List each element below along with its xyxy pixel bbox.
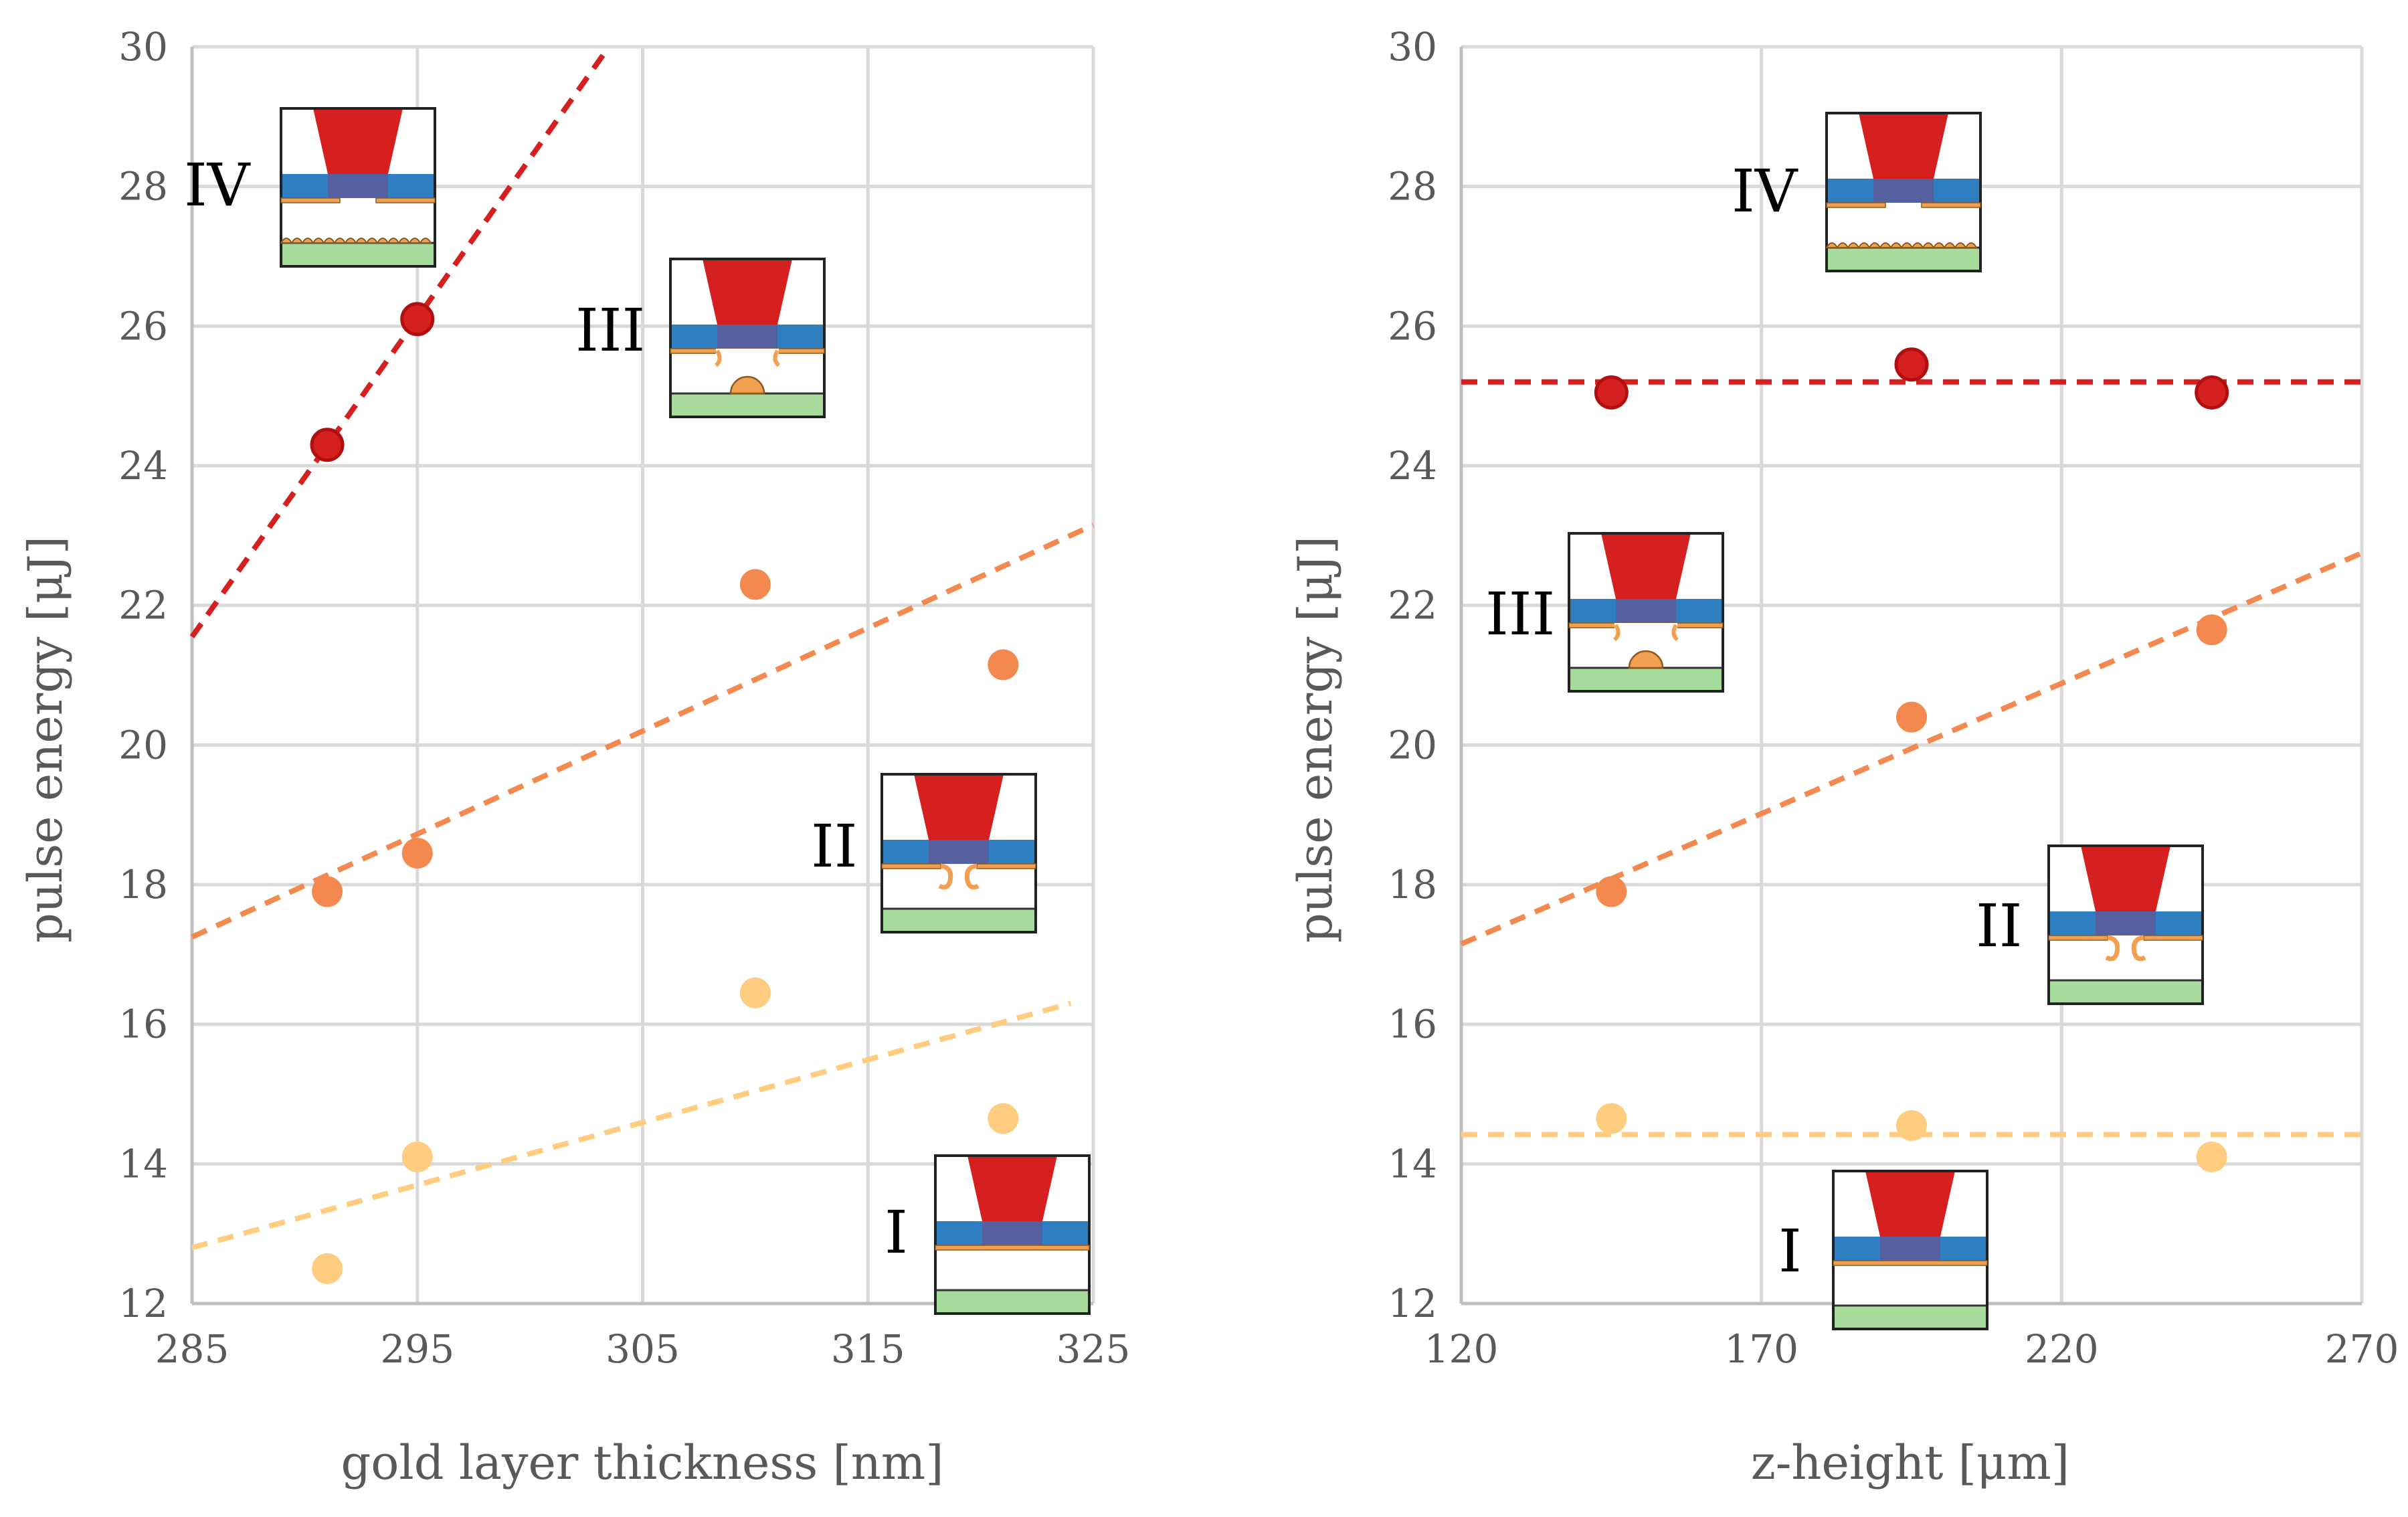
right-x-tick-label: 220 bbox=[2025, 1326, 2099, 1372]
left-y-tick-label: 16 bbox=[118, 1002, 168, 1047]
left-y-axis-title: pulse energy [μJ] bbox=[18, 536, 73, 943]
right-point-I bbox=[1896, 1109, 1927, 1141]
left-point-II-III bbox=[401, 838, 433, 869]
right-point-II-III bbox=[1596, 876, 1627, 907]
left-point-II-III bbox=[312, 876, 343, 907]
left-label-I: I bbox=[885, 1198, 908, 1267]
left-label-II: II bbox=[811, 812, 858, 881]
left-point-I bbox=[312, 1253, 343, 1284]
left-point-I bbox=[739, 977, 771, 1008]
right-x-tick-label: 170 bbox=[1724, 1326, 1798, 1372]
left-x-tick-label: 315 bbox=[831, 1326, 905, 1372]
right-label-II: II bbox=[1976, 891, 2023, 960]
left-x-tick-label: 305 bbox=[606, 1326, 680, 1372]
right-y-tick-label: 28 bbox=[1388, 164, 1437, 209]
left-y-tick-label: 14 bbox=[118, 1141, 168, 1186]
left-y-tick-label: 28 bbox=[118, 164, 168, 209]
right-y-tick-label: 22 bbox=[1388, 583, 1437, 628]
right-y-tick-label: 14 bbox=[1388, 1141, 1437, 1186]
left-trendline-I bbox=[191, 1000, 1072, 1251]
left-x-tick-label: 285 bbox=[155, 1326, 229, 1372]
left-x-axis-title: gold layer thickness [nm] bbox=[341, 1435, 943, 1490]
left-y-tick-label: 26 bbox=[118, 303, 168, 349]
right-schematic-IV bbox=[1827, 113, 1980, 271]
right-y-tick-label: 30 bbox=[1388, 24, 1437, 70]
left-y-tick-label: 12 bbox=[118, 1281, 168, 1326]
left-x-tick-label: 295 bbox=[380, 1326, 454, 1372]
right-x-tick-label: 120 bbox=[1424, 1326, 1499, 1372]
right-point-IV bbox=[2195, 375, 2229, 410]
left-y-tick-label: 18 bbox=[118, 862, 168, 907]
left-label-IV: IV bbox=[184, 151, 251, 219]
left-y-tick-label: 24 bbox=[118, 443, 168, 488]
left-point-I bbox=[988, 1103, 1019, 1134]
right-y-tick-label: 20 bbox=[1388, 722, 1437, 768]
left-point-IV bbox=[400, 302, 435, 337]
right-chart-zheight: 12 14 16 18 20 22 24 26 28 30 120 170 220 270 bbox=[1388, 24, 2399, 1372]
left-schematic-II bbox=[882, 774, 1036, 932]
right-y-tick-label: 16 bbox=[1388, 1002, 1437, 1047]
left-chart-thickness: 12 14 16 18 20 22 24 26 28 30 285 295 305 315 325 bbox=[118, 24, 1130, 1372]
right-y-tick-label: 26 bbox=[1388, 303, 1437, 349]
left-point-IV bbox=[310, 428, 345, 462]
right-y-tick-label: 24 bbox=[1388, 443, 1437, 488]
left-trendline-II-III bbox=[191, 523, 1095, 940]
right-point-IV bbox=[1894, 347, 1929, 382]
right-label-I: I bbox=[1778, 1217, 1802, 1285]
left-label-III: III bbox=[575, 296, 645, 365]
left-point-I bbox=[401, 1141, 433, 1172]
right-x-tick-label: 270 bbox=[2325, 1326, 2399, 1372]
left-schematic-I bbox=[935, 1156, 1089, 1314]
right-schematic-III bbox=[1569, 533, 1723, 691]
left-point-II-III bbox=[739, 569, 771, 600]
right-point-IV bbox=[1594, 375, 1629, 410]
right-x-axis-title: z-height [μm] bbox=[1751, 1435, 2069, 1490]
left-y-tick-label: 30 bbox=[118, 24, 168, 70]
left-schematic-IV bbox=[281, 108, 435, 266]
left-schematic-III bbox=[670, 259, 824, 417]
right-schematic-I bbox=[1833, 1171, 1987, 1329]
left-trendline-IV bbox=[189, 45, 612, 638]
right-label-III: III bbox=[1485, 579, 1555, 648]
right-point-I bbox=[1596, 1103, 1627, 1134]
right-y-tick-label: 18 bbox=[1388, 862, 1437, 907]
right-point-I bbox=[2196, 1141, 2227, 1172]
left-point-II-III bbox=[988, 649, 1019, 681]
right-y-tick-label: 12 bbox=[1388, 1281, 1437, 1326]
right-label-IV: IV bbox=[1732, 157, 1798, 226]
right-schematic-II bbox=[2049, 846, 2203, 1004]
right-point-II-III bbox=[1896, 701, 1927, 733]
left-y-tick-label: 22 bbox=[118, 583, 168, 628]
left-y-tick-label: 20 bbox=[118, 722, 168, 768]
right-point-II-III bbox=[2196, 614, 2227, 646]
left-x-tick-label: 325 bbox=[1056, 1326, 1131, 1372]
right-y-axis-title: pulse energy [μJ] bbox=[1288, 536, 1343, 943]
